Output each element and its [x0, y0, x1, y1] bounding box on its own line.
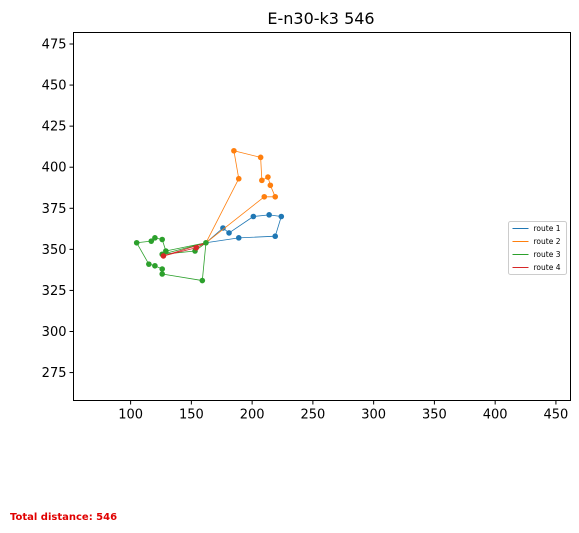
- route-4-stop: [160, 253, 167, 259]
- y-tick-label: 450: [42, 79, 67, 94]
- x-tick-label: 200: [240, 408, 265, 423]
- route-1-stop: [250, 213, 257, 220]
- route-3-stop: [159, 271, 166, 277]
- legend-label: route 3: [534, 250, 561, 259]
- y-tick-label: 425: [42, 120, 67, 135]
- y-tick-label: 275: [42, 366, 67, 381]
- route-2-stop: [261, 193, 268, 200]
- route-2-stop: [272, 193, 279, 200]
- route-2-stop: [231, 147, 237, 154]
- y-tick-label: 300: [42, 325, 67, 340]
- y-tick-label: 350: [42, 243, 67, 258]
- routes-layer: [133, 147, 285, 284]
- legend: route 1 route 2 route 3 route 4: [508, 221, 567, 275]
- route-4: [160, 242, 207, 259]
- route-2: [205, 147, 279, 244]
- route-4-stop: [193, 244, 200, 251]
- y-tick-label: 475: [42, 38, 67, 53]
- route-3-stop: [152, 235, 158, 241]
- y-axis: 275 300 325 350 375 400 425 450 475: [42, 38, 74, 381]
- chart-title: E-n30-k3 546: [267, 9, 374, 28]
- legend-label: route 1: [534, 224, 561, 233]
- route-1-stop: [266, 212, 272, 218]
- plot-frame: [73, 32, 571, 401]
- route-1-stop: [235, 235, 242, 241]
- route-2-stop: [265, 174, 271, 180]
- y-tick-label: 375: [42, 202, 67, 217]
- y-tick-label: 325: [42, 284, 67, 299]
- route-3-stop: [159, 266, 166, 272]
- y-tick-label: 400: [42, 161, 67, 176]
- route-1-stop: [278, 213, 285, 220]
- route-3-stop: [152, 262, 158, 269]
- legend-label: route 4: [534, 263, 561, 272]
- route-2-stop: [235, 175, 242, 182]
- legend-box: [508, 221, 567, 275]
- route-3-stop: [148, 238, 155, 244]
- route-3-stop: [133, 239, 140, 246]
- route-2-stop: [267, 182, 274, 189]
- x-tick-label: 450: [544, 408, 569, 423]
- x-tick-label: 150: [179, 408, 204, 423]
- x-tick-label: 300: [361, 408, 386, 423]
- total-distance-label: Total distance: 546: [10, 512, 118, 523]
- route-1-stop: [220, 225, 226, 231]
- route-3-line: [136, 237, 207, 281]
- route-4-line: [163, 242, 207, 257]
- route-3-stop: [146, 261, 152, 267]
- x-axis: 100 150 200 250 300 350 400 450: [118, 400, 569, 423]
- route-2-stop: [257, 154, 264, 161]
- x-tick-label: 100: [118, 408, 143, 423]
- route-3-stop: [163, 248, 169, 254]
- route-1-stop: [226, 230, 232, 236]
- legend-label: route 2: [534, 237, 561, 246]
- route-2-stop: [259, 177, 265, 184]
- route-2-line: [205, 150, 276, 244]
- route-1-stop: [272, 233, 279, 240]
- x-tick-label: 400: [483, 408, 508, 423]
- route-1-line: [205, 214, 282, 244]
- depot-point: [203, 239, 209, 246]
- route-3-stop: [199, 277, 206, 284]
- x-tick-label: 350: [422, 408, 447, 423]
- route-3-stop: [159, 236, 166, 243]
- route-3: [133, 235, 207, 284]
- route-1: [205, 212, 285, 244]
- x-tick-label: 250: [300, 408, 325, 423]
